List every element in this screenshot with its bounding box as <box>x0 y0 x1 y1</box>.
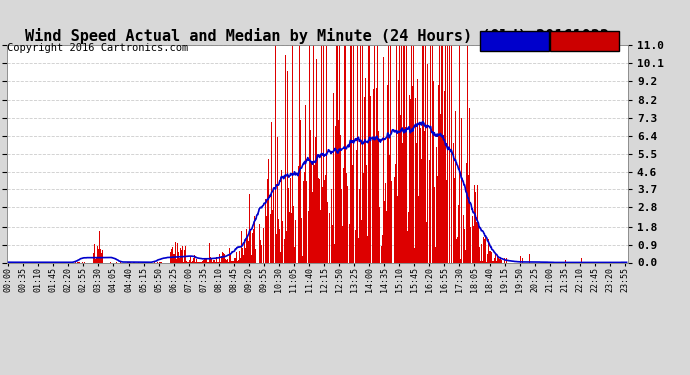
Text: Median (mph): Median (mph) <box>482 36 546 45</box>
Title: Wind Speed Actual and Median by Minute (24 Hours) (Old) 20161022: Wind Speed Actual and Median by Minute (… <box>26 28 609 44</box>
Text: Wind (mph): Wind (mph) <box>558 36 611 45</box>
Text: Copyright 2016 Cartronics.com: Copyright 2016 Cartronics.com <box>7 43 188 52</box>
